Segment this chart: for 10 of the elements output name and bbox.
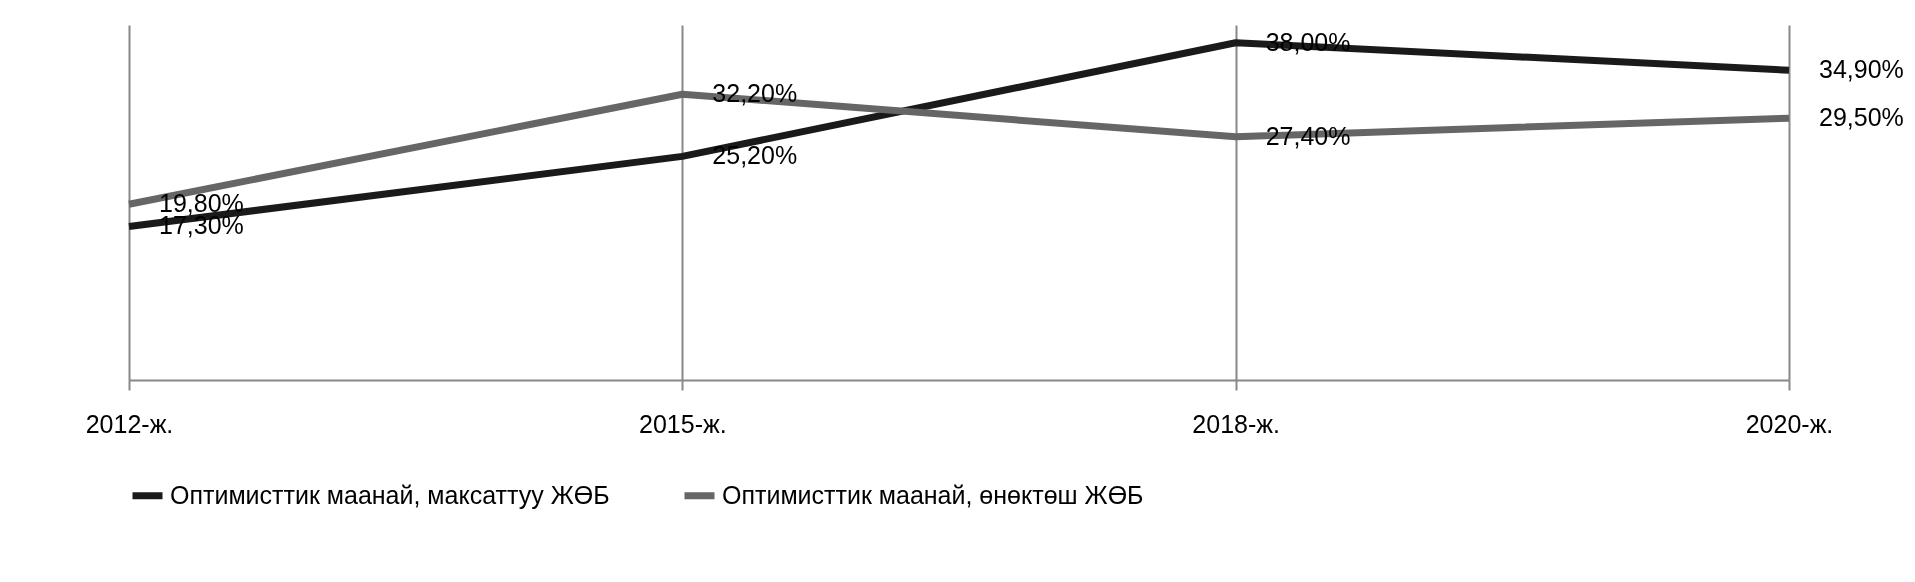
x-tick-label: 2020-ж. [1745, 409, 1834, 438]
x-tick-label: 2015-ж. [639, 409, 727, 438]
legend-label: Оптимисттик маанай, өнөктөш ЖӨБ [722, 480, 1144, 509]
x-tick-label: 2012-ж. [85, 409, 174, 438]
data-label: 19,80% [159, 189, 244, 218]
x-tick-label: 2018-ж. [1192, 409, 1280, 438]
legend-label: Оптимисттик маанай, максаттуу ЖӨБ [170, 480, 610, 509]
data-label: 25,20% [712, 141, 798, 170]
data-label: 29,50% [1819, 103, 1904, 132]
data-label: 34,90% [1819, 55, 1904, 84]
